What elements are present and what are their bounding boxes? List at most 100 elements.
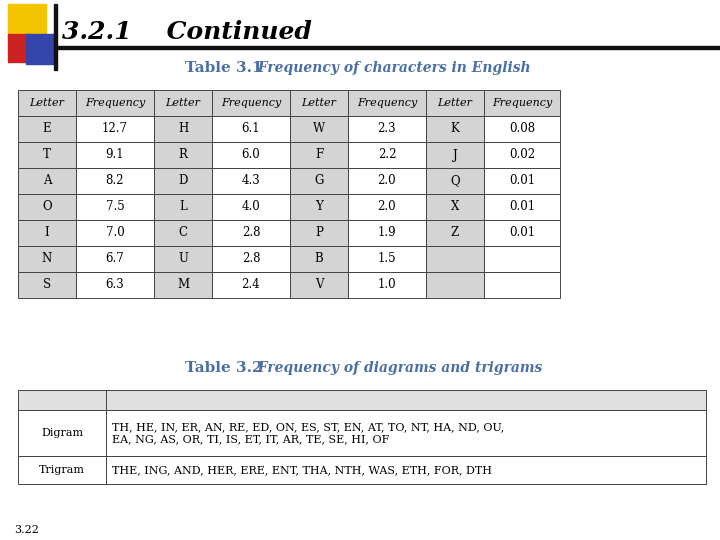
Bar — [348, 168, 426, 194]
Bar — [348, 116, 426, 142]
Text: Frequency of diagrams and trigrams: Frequency of diagrams and trigrams — [248, 361, 542, 375]
Text: R: R — [179, 148, 187, 161]
Text: A: A — [42, 174, 51, 187]
Bar — [54, 4, 57, 70]
Text: 4.3: 4.3 — [242, 174, 261, 187]
Bar — [348, 142, 426, 168]
Bar — [426, 90, 484, 116]
Text: V: V — [315, 279, 323, 292]
Bar — [18, 116, 76, 142]
Bar — [426, 168, 484, 194]
Text: 6.0: 6.0 — [242, 148, 261, 161]
Text: Letter: Letter — [438, 98, 472, 108]
Text: Letter: Letter — [30, 98, 65, 108]
Bar — [18, 142, 76, 168]
Bar — [212, 116, 290, 142]
Text: Frequency: Frequency — [221, 98, 281, 108]
Text: 6.1: 6.1 — [242, 123, 261, 136]
Bar — [154, 116, 212, 142]
Text: THE, ING, AND, HER, ERE, ENT, THA, NTH, WAS, ETH, FOR, DTH: THE, ING, AND, HER, ERE, ENT, THA, NTH, … — [112, 465, 492, 475]
Bar — [426, 142, 484, 168]
Text: Table 3.2: Table 3.2 — [185, 361, 263, 375]
Text: 6.3: 6.3 — [106, 279, 125, 292]
Text: 7.5: 7.5 — [106, 200, 125, 213]
Text: S: S — [43, 279, 51, 292]
Bar — [106, 410, 706, 456]
Bar — [290, 194, 348, 220]
Bar — [76, 116, 154, 142]
Bar — [76, 168, 154, 194]
Bar — [348, 90, 426, 116]
Bar — [348, 246, 426, 272]
Bar — [154, 220, 212, 246]
Bar — [290, 116, 348, 142]
Bar — [348, 220, 426, 246]
Bar — [26, 34, 54, 64]
Text: Trigram: Trigram — [39, 465, 85, 475]
Text: 2.8: 2.8 — [242, 253, 260, 266]
Bar — [426, 272, 484, 298]
Bar — [18, 194, 76, 220]
Bar — [290, 246, 348, 272]
Text: F: F — [315, 148, 323, 161]
Text: K: K — [451, 123, 459, 136]
Bar — [212, 168, 290, 194]
Bar — [18, 168, 76, 194]
Text: 9.1: 9.1 — [106, 148, 125, 161]
Bar — [76, 246, 154, 272]
Bar — [484, 220, 560, 246]
Text: U: U — [178, 253, 188, 266]
Text: Frequency: Frequency — [85, 98, 145, 108]
Bar — [212, 220, 290, 246]
Bar — [426, 194, 484, 220]
Bar — [18, 272, 76, 298]
Text: O: O — [42, 200, 52, 213]
Bar — [76, 272, 154, 298]
Text: 3.22: 3.22 — [14, 525, 39, 535]
Bar — [484, 168, 560, 194]
Text: H: H — [178, 123, 188, 136]
Bar — [212, 272, 290, 298]
Bar — [484, 116, 560, 142]
Text: G: G — [315, 174, 324, 187]
Bar — [18, 390, 106, 410]
Bar — [18, 220, 76, 246]
Bar — [426, 246, 484, 272]
Text: 12.7: 12.7 — [102, 123, 128, 136]
Bar — [290, 168, 348, 194]
Bar — [290, 272, 348, 298]
Bar — [348, 194, 426, 220]
Bar — [154, 194, 212, 220]
Text: Q: Q — [450, 174, 460, 187]
Bar — [212, 90, 290, 116]
Text: Y: Y — [315, 200, 323, 213]
Bar — [212, 246, 290, 272]
Text: T: T — [43, 148, 51, 161]
Text: 2.4: 2.4 — [242, 279, 261, 292]
Text: D: D — [179, 174, 188, 187]
Text: Z: Z — [451, 226, 459, 240]
Bar — [76, 90, 154, 116]
Text: 6.7: 6.7 — [106, 253, 125, 266]
Bar — [212, 194, 290, 220]
Bar — [290, 90, 348, 116]
Text: I: I — [45, 226, 50, 240]
Bar — [484, 142, 560, 168]
Text: X: X — [451, 200, 459, 213]
Bar — [8, 4, 46, 42]
Bar — [154, 142, 212, 168]
Bar — [18, 456, 106, 484]
Bar — [348, 272, 426, 298]
Bar — [76, 194, 154, 220]
Text: Letter: Letter — [166, 98, 200, 108]
Text: J: J — [453, 148, 457, 161]
Bar — [484, 90, 560, 116]
Text: Letter: Letter — [302, 98, 336, 108]
Text: 3.2.1    Continued: 3.2.1 Continued — [62, 20, 312, 44]
Text: 2.0: 2.0 — [378, 200, 396, 213]
Text: N: N — [42, 253, 52, 266]
Text: 0.02: 0.02 — [509, 148, 535, 161]
Bar — [18, 410, 106, 456]
Bar — [54, 46, 720, 49]
Text: 4.0: 4.0 — [242, 200, 261, 213]
